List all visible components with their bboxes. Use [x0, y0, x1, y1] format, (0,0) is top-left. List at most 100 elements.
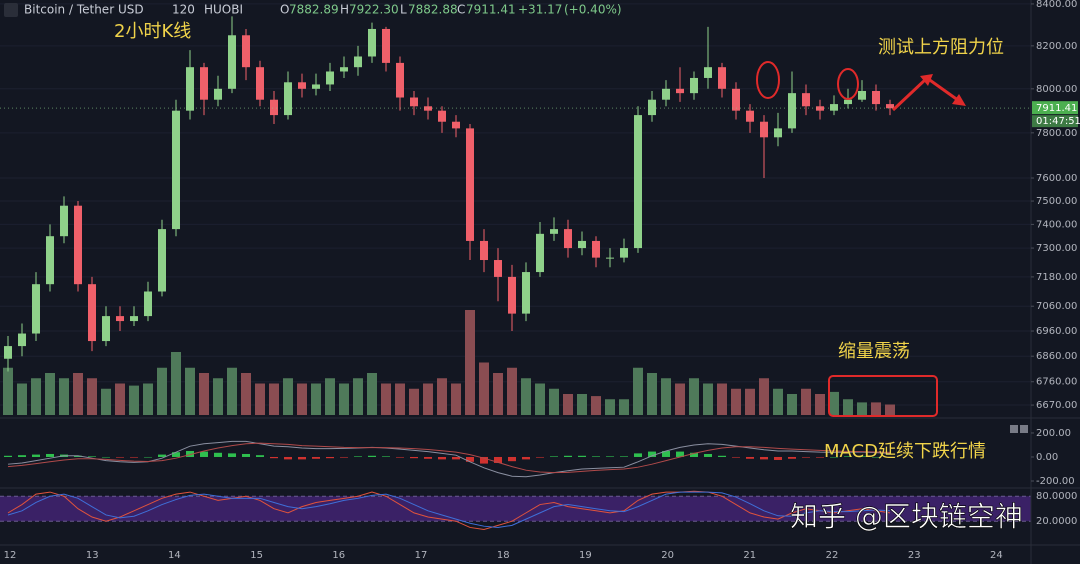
macd-histogram-bar — [130, 456, 138, 458]
x-tick-label: 12 — [4, 550, 17, 561]
pane-button[interactable] — [1020, 425, 1028, 433]
candle-body — [774, 128, 782, 138]
candle-body — [438, 110, 446, 122]
watermark: 知乎 @区块链空神 — [790, 500, 1023, 533]
y-tick-label: 8400.00 — [1036, 0, 1077, 10]
candle-body — [74, 205, 82, 285]
candle-body — [326, 71, 334, 85]
volume-bar — [101, 388, 111, 415]
volume-bar — [815, 394, 825, 415]
macd-histogram-bar — [550, 456, 558, 457]
signal-line — [7, 442, 891, 474]
candle-body — [410, 97, 418, 107]
volume-bar — [73, 373, 83, 415]
volume-bar — [885, 404, 895, 415]
y-tick-label: 7500.00 — [1036, 196, 1077, 207]
pane-button[interactable] — [1010, 425, 1018, 433]
volume-bar — [129, 385, 139, 415]
candle-body — [508, 276, 516, 314]
macd-histogram-bar — [312, 456, 320, 459]
x-tick-label: 24 — [990, 550, 1003, 561]
last-price-box — [1032, 101, 1078, 115]
macd-histogram-bar — [746, 456, 754, 459]
y-tick-label: 7400.00 — [1036, 219, 1077, 230]
volume-bar — [549, 388, 559, 415]
volume-bar — [465, 310, 475, 415]
macd-histogram-bar — [578, 455, 586, 457]
y-tick-label: 8000.00 — [1036, 84, 1077, 95]
arrow-head — [920, 74, 933, 86]
volume-bar — [451, 383, 461, 415]
x-tick-label: 19 — [579, 550, 592, 561]
macd-histogram-bar — [508, 456, 516, 462]
candle-body — [634, 115, 642, 249]
candle-body — [172, 110, 180, 230]
volume-bar — [521, 378, 531, 415]
macd-histogram-bar — [732, 456, 740, 458]
annotation: 2小时K线 — [114, 21, 191, 42]
interval[interactable]: 120 — [172, 3, 195, 17]
candle-body — [452, 121, 460, 129]
volume-bar — [479, 362, 489, 415]
volume-bar — [689, 378, 699, 415]
macd-histogram-bar — [620, 456, 628, 457]
volume-bar — [843, 399, 853, 415]
macd-histogram-bar — [830, 456, 838, 458]
macd-histogram-bar — [648, 451, 656, 457]
y-tick-label: 7600.00 — [1036, 173, 1077, 184]
volume-bar — [367, 373, 377, 415]
volume-bar — [269, 383, 279, 415]
macd-histogram-bar — [564, 455, 572, 457]
candle-body — [32, 284, 40, 334]
volume-bar — [325, 378, 335, 415]
candle-body — [340, 67, 348, 72]
volume-bar — [759, 378, 769, 415]
highlight-box — [828, 375, 938, 417]
macd-histogram-bar — [438, 456, 446, 460]
macd-histogram-bar — [396, 456, 404, 458]
candle-body — [620, 248, 628, 258]
volume-bar — [353, 378, 363, 415]
candle-body — [648, 99, 656, 116]
volume-bar — [563, 394, 573, 415]
candle-body — [592, 240, 600, 258]
candle-body — [144, 291, 152, 317]
volume-bar — [857, 402, 867, 415]
axes: 8400.00 8200.00 8000.00 7800.00 7600.00 7500.… — [4, 0, 1080, 561]
macd-histogram-bar — [4, 455, 12, 457]
y-tick-label: 7180.00 — [1036, 272, 1077, 283]
ohlc-name: C — [457, 3, 465, 17]
x-tick-label: 22 — [826, 550, 839, 561]
macd-histogram-bar — [256, 455, 264, 457]
candle-body — [214, 88, 222, 100]
candle-body — [550, 229, 558, 234]
volume-bar — [423, 383, 433, 415]
ohlc-name: H — [340, 3, 349, 17]
volume-bar — [871, 402, 881, 415]
macd-histogram-bar — [844, 456, 852, 457]
y-tick-label: -200.00 — [1036, 476, 1075, 487]
y-tick-label: 6860.00 — [1036, 351, 1077, 362]
macd-histogram-bar — [704, 453, 712, 457]
volume-bar — [773, 388, 783, 415]
volume-bar — [577, 394, 587, 415]
macd-histogram-bar — [144, 456, 152, 458]
volume-bar — [213, 378, 223, 415]
macd-histogram-bar — [606, 456, 614, 457]
macd-histogram-bar — [634, 453, 642, 457]
macd-histogram-bar — [242, 453, 250, 457]
macd-histogram-bar — [270, 456, 278, 459]
macd-histogram-bar — [676, 451, 684, 457]
candle-body — [116, 316, 124, 322]
candle-body — [676, 88, 684, 94]
macd-histogram-bar — [340, 456, 348, 458]
candle-body — [844, 99, 852, 105]
candle-body — [732, 88, 740, 111]
candle-body — [746, 110, 754, 122]
macd-histogram-bar — [74, 455, 82, 457]
macd-histogram-bar — [214, 452, 222, 457]
stochastic-d-line — [7, 491, 891, 528]
y-tick-label: 0.00 — [1036, 452, 1058, 463]
macd-histogram-bar — [102, 456, 110, 458]
